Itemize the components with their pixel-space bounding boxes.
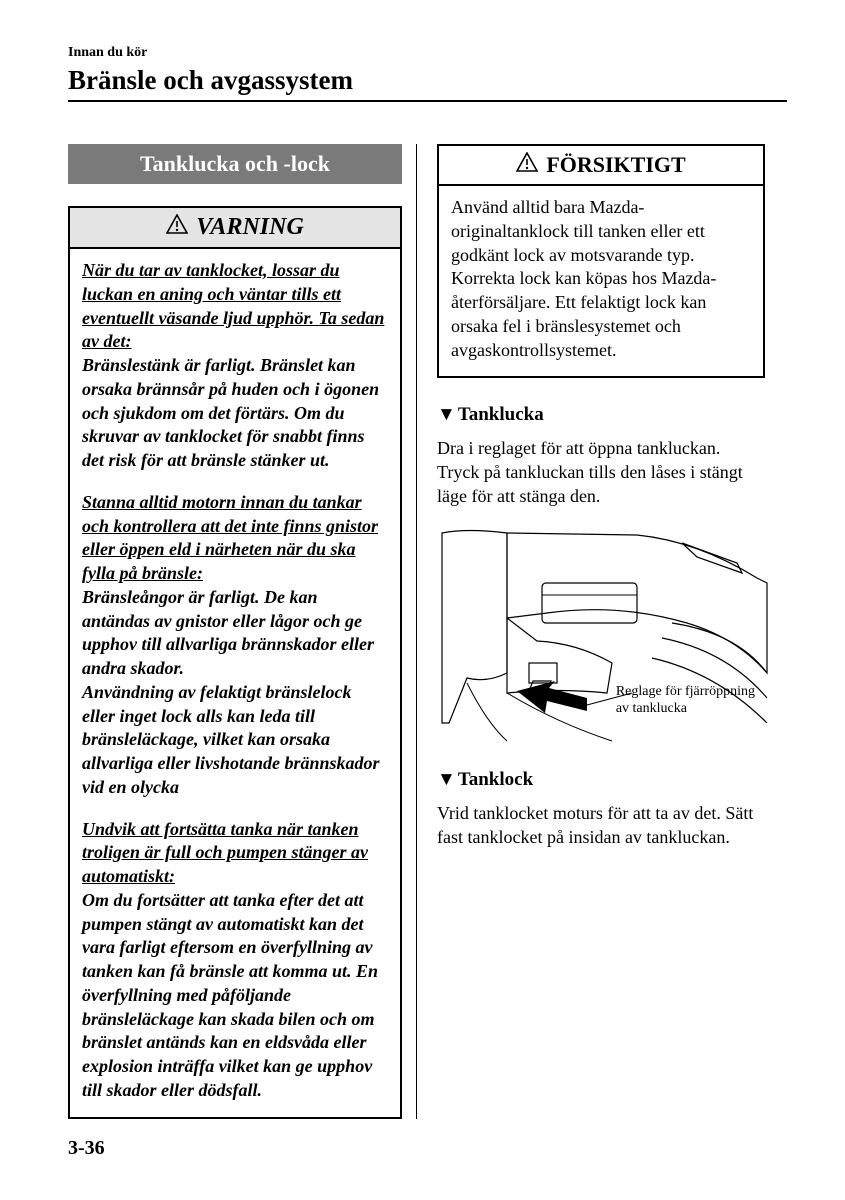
breadcrumb: Innan du kör [68,45,787,61]
right-column: FÖRSIKTIGT Använd alltid bara Mazda-orig… [417,144,765,1119]
warning-3-body: Om du fortsätter att tanka efter det att… [82,889,388,1103]
warning-body: När du tar av tanklocket, lossar du luck… [70,249,400,1117]
page-number: 3-36 [68,1137,105,1160]
figure-caption-line2: av tanklucka [616,700,755,718]
tanklock-text: Vrid tanklocket moturs för att ta av det… [437,801,765,849]
section-heading: Tanklucka och -lock [68,144,402,184]
warning-icon [166,214,188,241]
caution-body: Använd alltid bara Mazda-originaltankloc… [439,186,763,376]
subheading-tanklucka: ▼Tanklucka [437,404,765,426]
figure-caption: Reglage för fjärröppning av tanklucka [616,683,755,718]
subheading-1-label: Tanklucka [458,404,544,425]
caution-box: FÖRSIKTIGT Använd alltid bara Mazda-orig… [437,144,765,378]
warning-1-body: Bränslestänk är farligt. Bränslet kan or… [82,354,388,473]
caution-icon [516,152,538,178]
left-column: Tanklucka och -lock VARNING När du tar a… [68,144,416,1119]
caution-label: FÖRSIKTIGT [546,152,685,178]
warning-box: VARNING När du tar av tanklocket, lossar… [68,206,402,1119]
warning-2-body: Bränsleångor är farligt. De kan antändas… [82,586,388,800]
warning-3-head: Undvik att fortsätta tanka när tanken tr… [82,818,388,889]
tanklucka-text: Dra i reglaget för att öppna tankluckan.… [437,436,765,508]
warning-label: VARNING [196,214,304,241]
triangle-icon: ▼ [437,404,456,426]
warning-title: VARNING [70,208,400,249]
subheading-tanklock: ▼Tanklock [437,769,765,791]
warning-2-head: Stanna alltid motorn innan du tankar och… [82,491,388,586]
triangle-icon: ▼ [437,769,456,791]
page: Innan du kör Bränsle och avgassystem Tan… [0,0,845,1159]
figure-fuel-release: Reglage för fjärröppning av tanklucka [437,523,769,743]
title-rule [68,100,787,102]
caution-title: FÖRSIKTIGT [439,146,763,186]
subheading-2-label: Tanklock [458,769,533,790]
figure-caption-line1: Reglage för fjärröppning [616,683,755,701]
two-column-layout: Tanklucka och -lock VARNING När du tar a… [68,144,787,1119]
warning-1-head: När du tar av tanklocket, lossar du luck… [82,259,388,354]
page-title: Bränsle och avgassystem [68,65,787,96]
